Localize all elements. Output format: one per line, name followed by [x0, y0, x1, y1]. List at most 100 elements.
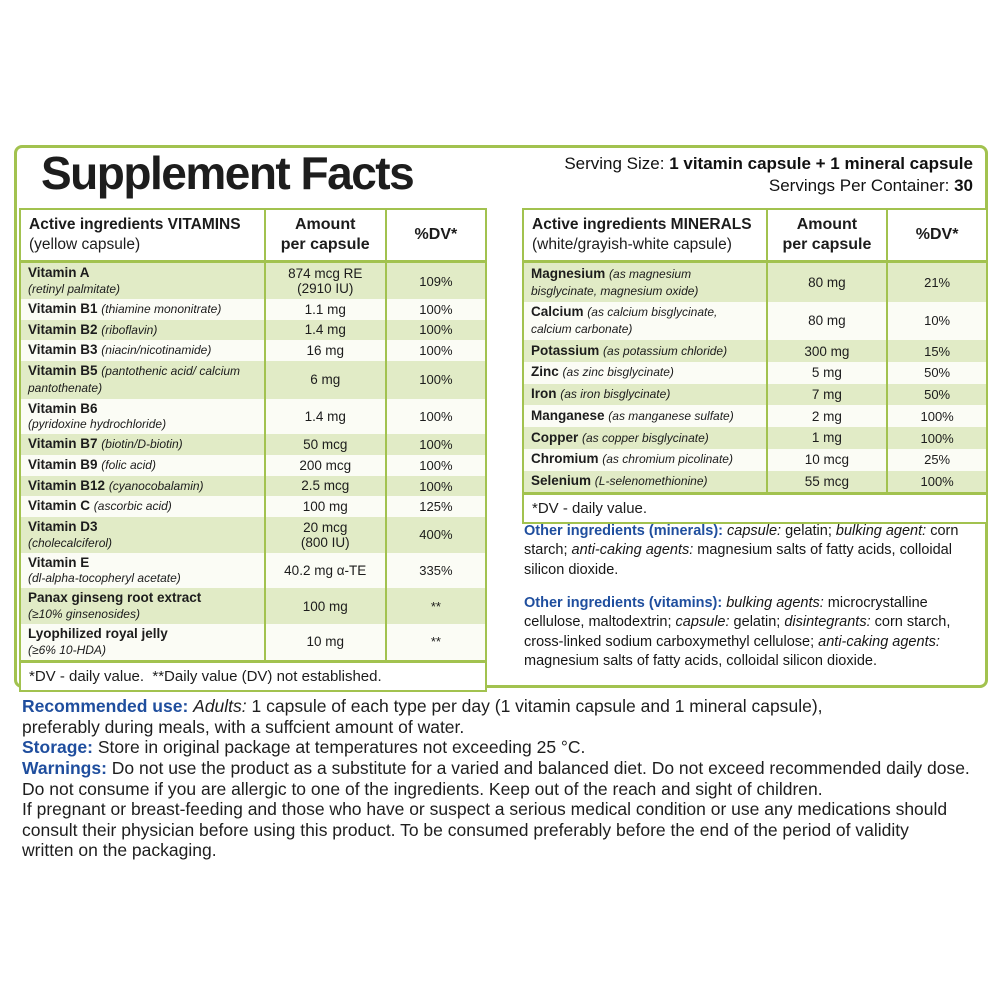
text-run: If pregnant or breast-feeding and those … [22, 799, 948, 820]
minerals-footnote: *DV - daily value. [523, 492, 987, 524]
dv-value: 25% [924, 452, 951, 468]
ingredient-name-cell: Vitamin B9 (folic acid) [20, 454, 266, 476]
table-row: Vitamin A (retinyl palmitate) 874 mcg RE (2… [20, 261, 486, 299]
dv-value: 100% [419, 457, 453, 473]
text-run: corn starch, cross-linked sodium carboxy… [524, 614, 951, 650]
table-row: Zinc (as zinc bisglycinate) 5 mg 50% [523, 361, 987, 384]
ingredient-detail: (as calcium bisglycinate, calcium carbon… [531, 305, 718, 336]
ingredient-detail: (≥10% ginsenosides) [28, 607, 140, 622]
table-row: Chromium (as chromium picolinate) 10 mcg 2… [523, 448, 987, 471]
amount-cell: 1.4 mg [264, 398, 387, 435]
amount-column-header: Amount per capsule [264, 209, 387, 264]
amount-value: 6 mg [310, 372, 341, 388]
text-line: written on the packaging. [22, 840, 1000, 861]
ingredient-name-cell: Vitamin B3 (niacin/nicotinamide) [20, 340, 266, 362]
amount-cell: 16 mg [264, 340, 387, 362]
amount-value: 40.2 mg α-TE [284, 562, 367, 578]
text-run: preferably during meals, with a suffcien… [22, 716, 465, 737]
amount-value: 2 mg [811, 408, 842, 424]
dv-value: 125% [419, 499, 453, 515]
text-run: microcrystalline cellulose, maltodextrin… [524, 595, 928, 631]
serving-size-line: Serving Size: 1 vitamin capsule + 1 mine… [564, 153, 973, 175]
amount-value: 16 mg [306, 343, 344, 359]
text-run: magnesium salts of fatty acids, colloida… [524, 653, 877, 670]
text-run: Do not consume if you are allergic to on… [22, 778, 823, 799]
ingredient-detail: (thiamine mononitrate) [101, 301, 222, 316]
amount-value: 50 mcg [303, 436, 348, 452]
amount-cell: 200 mcg [264, 454, 387, 476]
text-line: Recommended use: Adults: 1 capsule of ea… [22, 696, 1000, 717]
amount-value: 7 mg [811, 387, 842, 402]
amount-cell: 1.1 mg [264, 298, 387, 320]
dv-value: 21% [924, 275, 951, 291]
amount-value: 80 mg [808, 313, 846, 329]
dv-value: 100% [419, 343, 453, 359]
text-run: corn starch; [524, 523, 959, 559]
table-row: Calcium (as calcium bisglycinate, calciu… [523, 301, 987, 341]
text-run: anti-caking agents: [818, 633, 940, 650]
text-run: Store in original package at temperature… [97, 737, 586, 758]
amount-cell: 55 mcg [766, 470, 889, 494]
amount-value: 100 mg [302, 499, 348, 515]
table-row: Vitamin B9 (folic acid) 200 mcg 100% [20, 454, 486, 476]
text-run: gelatin; [729, 614, 785, 631]
dv-value: 400% [419, 527, 453, 543]
amount-cell: 10 mcg [766, 448, 889, 471]
amount-value: 1 mg [811, 430, 842, 446]
amount-cell: 80 mg [766, 301, 889, 341]
vitamins-header-title: Active ingredients VITAMINS [29, 216, 241, 233]
text-run: bulking agents: [726, 595, 824, 611]
amount-cell: 7 mg [766, 383, 889, 406]
dv-value: 100% [920, 473, 954, 489]
ingredient-detail: (retinyl palmitate) [28, 282, 121, 297]
text-run: Other ingredients (vitamins): [524, 595, 727, 611]
text-run: anti-caking agents: [571, 542, 694, 559]
table-row: Vitamin D3 (cholecalciferol) 20 mcg (800 IU… [20, 517, 486, 553]
ingredient-name-cell: Selenium (L-selenomethionine) [523, 470, 768, 494]
text-line: preferably during meals, with a suffcien… [22, 717, 1000, 738]
ingredient-detail: (biotin/D-biotin) [101, 437, 183, 452]
ingredient-name: Vitamin B12 [28, 477, 106, 493]
dv-value: 10% [924, 313, 951, 329]
ingredient-name: Vitamin A [28, 265, 90, 281]
ingredient-detail: (riboflavin) [101, 322, 158, 337]
vitamins-table-body: Vitamin A (retinyl palmitate) 874 mcg RE (2… [20, 261, 486, 662]
amount-value: 1.4 mg [304, 408, 346, 424]
text-run: written on the packaging. [22, 840, 217, 861]
ingredient-detail: (as manganese sulfate) [608, 408, 734, 423]
minerals-header-title: Active ingredients MINERALS [532, 216, 752, 233]
ingredient-detail: (as iron bisglycinate) [560, 387, 671, 402]
text-line: Do not consume if you are allergic to on… [22, 779, 1000, 800]
table-row: Panax ginseng root extract (≥10% ginsenos… [20, 588, 486, 624]
ingredient-detail: (as magnesium bisglycinate, magnesium ox… [531, 266, 699, 298]
dv-value: 100% [419, 322, 453, 338]
amount-cell: 874 mcg RE (2910 IU) [264, 261, 387, 299]
dv-value: 109% [419, 273, 453, 289]
ingredient-name-cell: Iron (as iron bisglycinate) [523, 383, 768, 406]
ingredient-name: Calcium [531, 304, 584, 320]
ingredient-name-cell: Chromium (as chromium picolinate) [523, 448, 768, 471]
text-run: 1 vitamin capsule + 1 mineral capsule [669, 154, 973, 173]
text-run: Storage: [22, 737, 98, 758]
amount-cell: 1.4 mg [264, 319, 387, 341]
ingredient-name: Iron [531, 386, 557, 402]
text-run: Recommended use: [22, 696, 194, 716]
ingredient-detail: (ascorbic acid) [93, 499, 172, 514]
ingredient-name-cell: Lyophilized royal jelly (≥6% 10-HDA) [20, 623, 266, 662]
amount-column-header: Amount per capsule [766, 209, 889, 264]
vitamins-header-subtitle: (yellow capsule) [29, 236, 141, 254]
ingredient-detail: (as potassium chloride) [603, 343, 728, 358]
serving-info: Serving Size: 1 vitamin capsule + 1 mine… [564, 153, 973, 198]
dv-value: 100% [920, 408, 954, 424]
minerals-table-body: Magnesium (as magnesium bisglycinate, ma… [523, 261, 987, 494]
amount-cell: 2.5 mcg [264, 475, 387, 497]
ingredient-name: Vitamin B6 [28, 400, 98, 416]
ingredient-name-cell: Vitamin B6 (pyridoxine hydrochloride) [20, 398, 266, 435]
dv-value: 100% [419, 408, 453, 424]
servings-per-container-line: Servings Per Container: 30 [564, 175, 973, 197]
text-line: consult their physician before using thi… [22, 820, 1000, 841]
ingredient-name: Zinc [531, 364, 559, 380]
facts-panel: Supplement Facts Serving Size: 1 vitamin… [14, 145, 988, 692]
ingredient-name-cell: Zinc (as zinc bisglycinate) [523, 361, 768, 384]
table-row: Vitamin E (dl-alpha-tocopheryl acetate) 40… [20, 552, 486, 589]
